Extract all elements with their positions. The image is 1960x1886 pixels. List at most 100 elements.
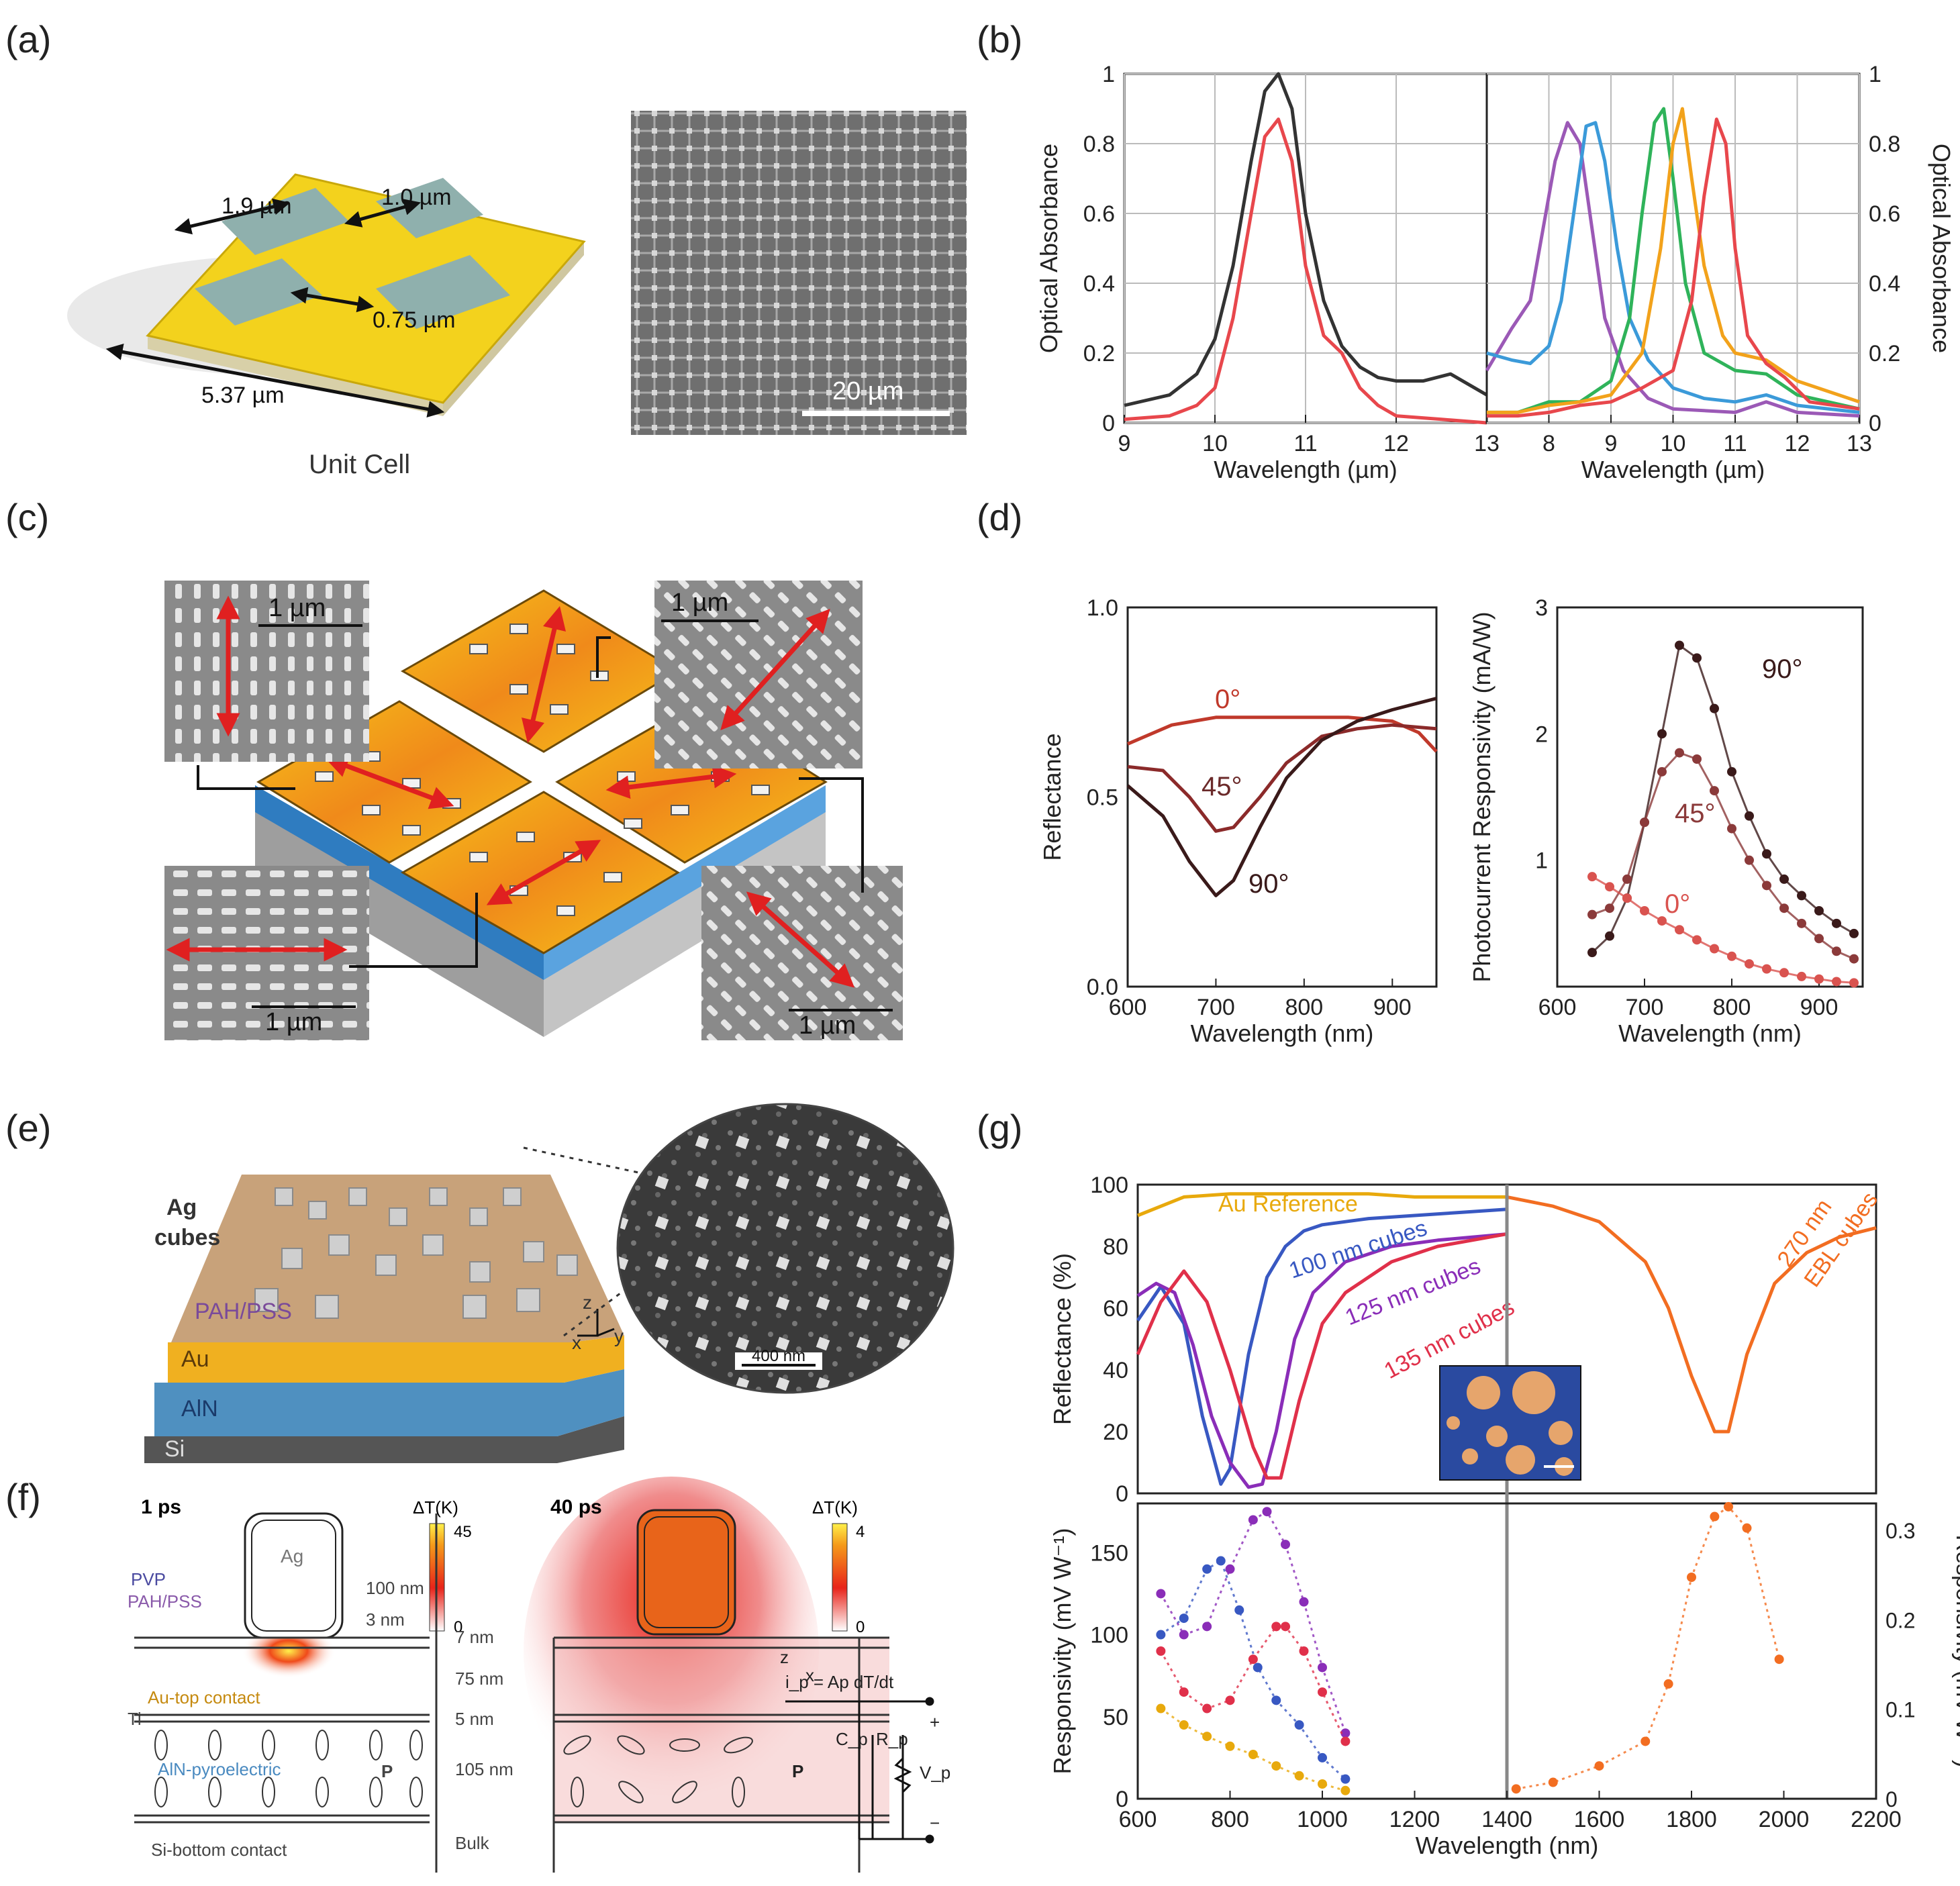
d-right-point-0° bbox=[1657, 916, 1667, 926]
d-right-point-0° bbox=[1797, 971, 1806, 981]
f-left: 1 ps ΔT(K) 45 0 Ag PVP PAH/PSS 100 nm bbox=[128, 1496, 513, 1873]
g-bottom-point-135 nm bbox=[1281, 1622, 1290, 1632]
d-right-point-45° bbox=[1849, 954, 1859, 964]
d-right-point-90° bbox=[1832, 918, 1841, 928]
g-bottom-point-100 nm bbox=[1294, 1720, 1304, 1730]
d-right-point-45° bbox=[1640, 817, 1649, 828]
f-left-dipoles bbox=[154, 1730, 423, 1807]
sem-image-a bbox=[631, 111, 967, 435]
g-bottom-point-135 nm bbox=[1271, 1622, 1281, 1632]
d-right-point-45° bbox=[1745, 855, 1754, 865]
b-left-ytick-label: 0.8 bbox=[1083, 132, 1115, 157]
g-bottom-point-125 nm bbox=[1179, 1630, 1189, 1640]
b-left-ytick-label: 0 bbox=[1102, 411, 1115, 436]
c-sem-arrow-2 bbox=[720, 609, 830, 730]
g-top-series-Au Reference bbox=[1137, 1192, 1507, 1218]
d-left-xtick-label: 600 bbox=[1109, 995, 1147, 1020]
panel-label-c: (c) bbox=[5, 496, 49, 538]
d-right-point-90° bbox=[1605, 931, 1614, 941]
d-right-series-line-0° bbox=[1591, 875, 1855, 984]
d-right-point-90° bbox=[1657, 729, 1667, 739]
g-bottom-point-135 nm bbox=[1225, 1695, 1235, 1705]
c-arrow-bottom bbox=[486, 840, 601, 905]
g-bottom-ylabel: Responsivity (mV W⁻¹) bbox=[1048, 1528, 1076, 1774]
g-bottom-ytick-label: 0 bbox=[1116, 1787, 1128, 1812]
chart-b-right: 0 0.2 0.4 0.6 0.8 1 8 9 10 11 12 13 Wavelength (µm) O… bbox=[1485, 62, 1955, 483]
g-bottom-point-135 nm bbox=[1299, 1646, 1309, 1656]
d-left-ytick-label: 0.5 bbox=[1087, 785, 1118, 811]
g-inset-dots bbox=[1447, 1371, 1573, 1476]
g-bottom-point-100 nm bbox=[1179, 1614, 1189, 1624]
g-bottom-point-135 nm bbox=[1202, 1703, 1212, 1714]
f-right-minus: − bbox=[930, 1813, 940, 1833]
e-si-layer bbox=[144, 1416, 624, 1463]
panel-f: 1 ps ΔT(K) 45 0 Ag PVP PAH/PSS 100 nm bbox=[128, 1477, 950, 1873]
g-bottom-point-125 nm bbox=[1156, 1589, 1166, 1599]
d-right-point-0° bbox=[1710, 944, 1719, 954]
chart-g-bottom: 0 50 100 150 600 800 1000 1200 1400 1600 1800 2000 2… bbox=[1048, 1501, 1960, 1859]
f-left-si: Si-bottom contact bbox=[151, 1840, 287, 1860]
c-scale-4: 1 µm bbox=[799, 1011, 856, 1040]
f-right-cube-inner bbox=[644, 1516, 729, 1628]
c-scale-2: 1 µm bbox=[671, 589, 728, 617]
g-top-ytick-label: 60 bbox=[1103, 1296, 1128, 1322]
c-blue-layer-left bbox=[255, 785, 544, 980]
b-left-series-black bbox=[1124, 72, 1488, 407]
g-bottom-point-100 nm bbox=[1216, 1556, 1226, 1566]
b-right-ytick-label: 0.4 bbox=[1869, 271, 1900, 297]
e-label-au: Au bbox=[181, 1346, 209, 1372]
g-bottom-point-125 nm bbox=[1262, 1507, 1272, 1517]
d-left-xlabel: Wavelength (nm) bbox=[1191, 1020, 1374, 1047]
g-bottom-point-135 nm bbox=[1340, 1736, 1351, 1746]
panel-label-e: (e) bbox=[5, 1107, 51, 1149]
g-top-ytick-label: 100 bbox=[1090, 1173, 1128, 1198]
f-left-cbar-max: 45 bbox=[454, 1523, 472, 1541]
d-right-point-45° bbox=[1692, 754, 1702, 764]
panel-label-b: (b) bbox=[977, 18, 1022, 60]
b-right-xtick-label: 13 bbox=[1847, 431, 1872, 456]
f-right-z: z bbox=[780, 1647, 789, 1667]
g-top-ytick-label: 80 bbox=[1103, 1234, 1128, 1260]
f-right-rp: R_p bbox=[876, 1729, 908, 1749]
g-annot-au: Au Reference bbox=[1218, 1191, 1358, 1217]
g-top-ylabel: Reflectance (%) bbox=[1048, 1253, 1076, 1425]
dim-arrow-3 bbox=[290, 287, 375, 313]
g-bottom-point-Au bbox=[1271, 1761, 1281, 1771]
d-right-series-line-45° bbox=[1591, 751, 1855, 960]
g-bottom-y2tick-label: 0.3 bbox=[1885, 1519, 1915, 1543]
b-left-xtick-label: 13 bbox=[1474, 431, 1500, 456]
g-bottom-point-Au bbox=[1318, 1779, 1327, 1789]
g-top-ytick-label: 0 bbox=[1116, 1481, 1128, 1507]
g-bottom-point-135 nm bbox=[1318, 1687, 1327, 1697]
g-bottom-point-100 nm bbox=[1271, 1695, 1281, 1705]
d-right-frame bbox=[1556, 606, 1864, 988]
d-right-point-90° bbox=[1797, 891, 1806, 901]
e-scale-bg bbox=[735, 1352, 822, 1370]
f-right-cbar-max: 4 bbox=[856, 1523, 865, 1541]
c-sem-topleft bbox=[164, 581, 369, 762]
panel-e: Ag cubes PAH/PSS Au AlN Si z x y 400 nm bbox=[144, 1103, 954, 1463]
dim-arrow-4 bbox=[105, 344, 445, 417]
d-right-point-0° bbox=[1727, 951, 1736, 961]
d-right-point-90° bbox=[1814, 906, 1824, 915]
g-bottom-point-Au bbox=[1179, 1720, 1189, 1730]
d-right-point-45° bbox=[1605, 903, 1614, 913]
d-right-ytick-label: 3 bbox=[1535, 595, 1548, 621]
g-bottom-point-100 nm bbox=[1156, 1630, 1166, 1640]
e-axis-y: y bbox=[614, 1326, 624, 1346]
g-top-ytick-label: 40 bbox=[1103, 1358, 1128, 1383]
panel-labels: (a) (b) (c) (d) (e) (f) (g) bbox=[5, 18, 1022, 1518]
e-au-layer bbox=[168, 1336, 624, 1383]
f-right-cube bbox=[636, 1509, 736, 1636]
d-right-point-0° bbox=[1762, 964, 1771, 974]
g-bottom-point-270 nm EBL bbox=[1640, 1736, 1651, 1746]
d-right-point-0° bbox=[1745, 959, 1754, 969]
f-left-au-top: Au-top contact bbox=[148, 1687, 260, 1707]
d-right-point-0° bbox=[1814, 974, 1824, 984]
f-left-dim3: 7 nm bbox=[455, 1627, 494, 1647]
d-right-point-45° bbox=[1779, 903, 1789, 913]
g-bottom-point-100 nm bbox=[1202, 1564, 1212, 1574]
b-right-series-purple bbox=[1485, 121, 1860, 418]
